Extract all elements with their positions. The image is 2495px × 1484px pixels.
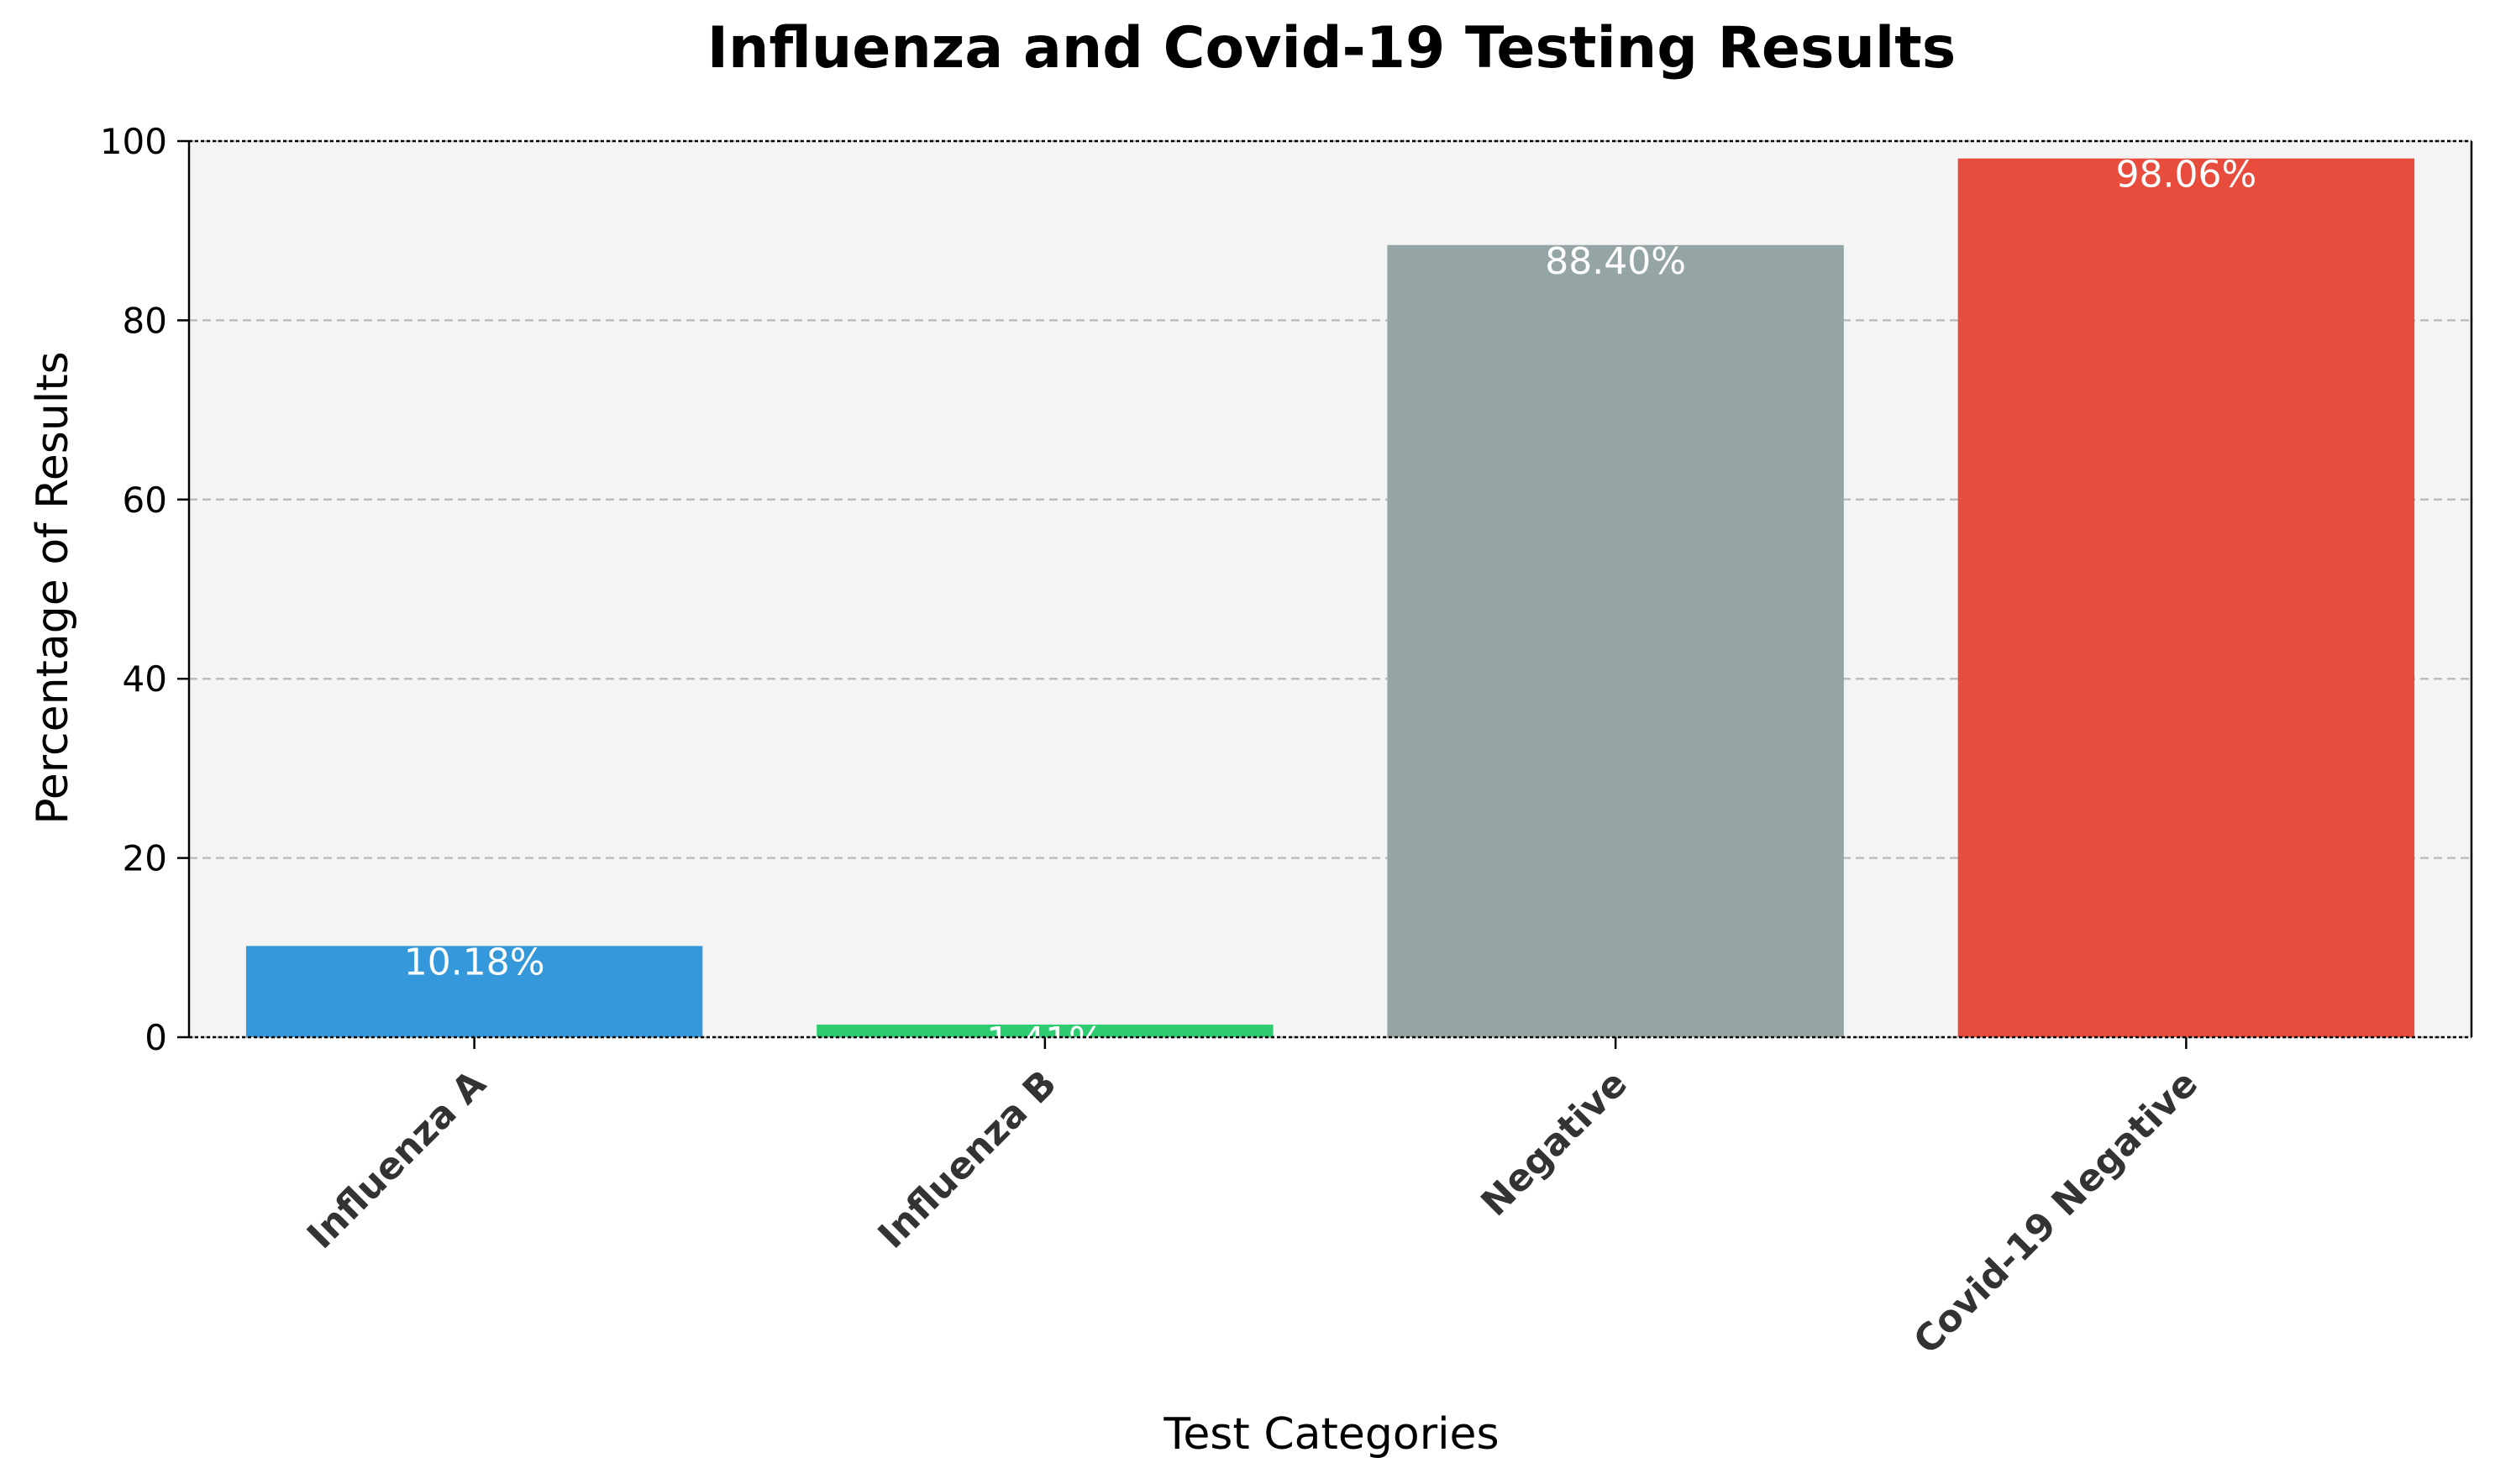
bar-3 [1957,158,2415,1037]
y-tick-label-4: 80 [123,300,167,341]
y-axis-label: Percentage of Results [28,351,78,824]
y-tick-label-2: 40 [123,658,167,700]
x-category-label-2: Negative [1473,1062,1636,1224]
bar-0 [245,946,703,1037]
bar-1 [817,1024,1274,1037]
y-tick-label-5: 100 [100,121,167,162]
bar-value-label-0: 10.18% [404,941,545,983]
x-axis-label: Test Categories [1163,1409,1499,1460]
y-tick-label-3: 60 [123,480,167,521]
y-tick-label-1: 20 [123,838,167,879]
x-category-label-0: Influenza A [299,1062,494,1257]
chart-title: Influenza and Covid-19 Testing Results [707,15,1956,81]
x-category-label-1: Influenza B [870,1062,1065,1257]
bar-value-label-3: 98.06% [2115,154,2256,197]
bar-2 [1387,244,1844,1038]
y-tick-label-0: 0 [144,1017,167,1058]
bar-value-label-2: 88.40% [1545,240,1686,283]
x-category-label-3: Covid-19 Negative [1905,1062,2206,1363]
